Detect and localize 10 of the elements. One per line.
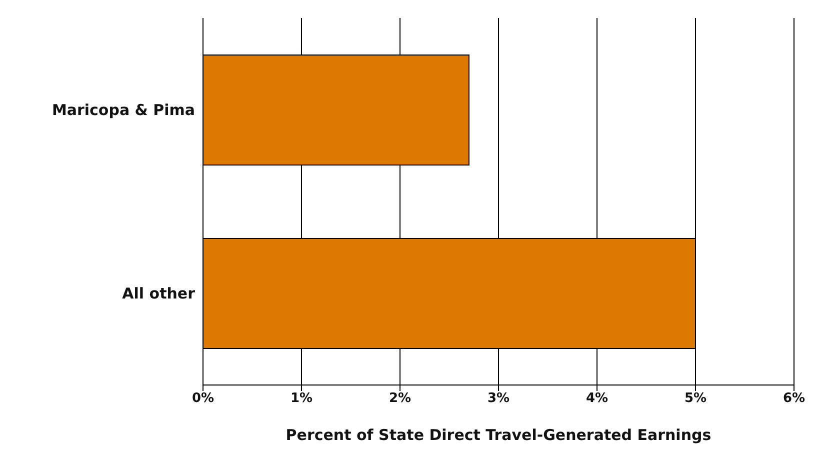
x-tick-label: 0% xyxy=(192,391,214,406)
x-tick-label: 2% xyxy=(388,391,412,406)
x-tick-label: 4% xyxy=(586,391,608,406)
x-tick-label: 6% xyxy=(782,391,806,406)
x-tick-label: 1% xyxy=(290,391,313,406)
y-tick-label: All other xyxy=(122,284,196,303)
x-tick-label: 3% xyxy=(487,391,510,406)
x-tick-label: 5% xyxy=(684,391,707,406)
y-tick-label: Maricopa & Pima xyxy=(52,101,195,120)
x-axis-title: Percent of State Direct Travel-Generated Earnings xyxy=(286,426,712,444)
